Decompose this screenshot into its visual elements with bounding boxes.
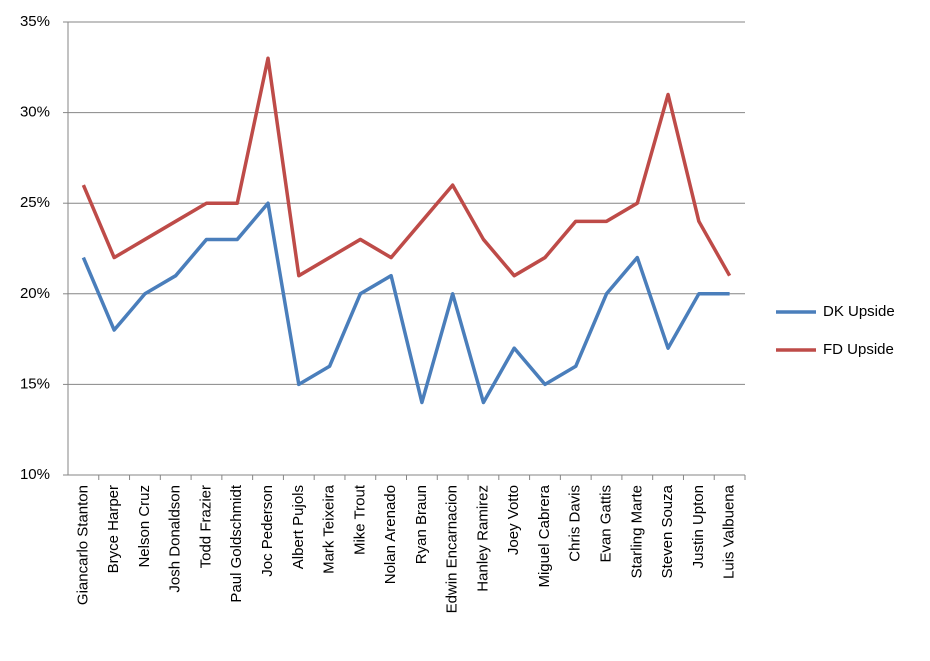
x-tick-label: Nolan Arenado [382,485,399,584]
x-tick-label: Evan Gattis [597,485,614,563]
x-tick-label: Hanley Ramirez [474,485,491,592]
legend-label: FD Upside [823,341,894,358]
x-tick-label: Giancarlo Stanton [74,485,91,605]
x-tick-label: Bryce Harper [105,485,122,573]
x-tick-label: Luis Valbuena [721,484,738,579]
x-tick-label: Albert Pujols [290,485,307,569]
y-tick-label: 30% [20,104,50,121]
y-tick-label: 10% [20,466,50,483]
series-line [81,56,732,278]
x-tick-label: Steven Souza [659,484,676,578]
x-tick-label: Justin Upton [690,485,707,568]
x-tick-label: Edwin Encarnacion [444,485,461,613]
x-tick-label: Mark Teixeira [321,484,338,574]
x-tick-label: Ryan Braun [413,485,430,564]
x-tick-label: Miguel Cabrera [536,484,553,587]
x-tick-label: Josh Donaldson [167,485,184,593]
x-tick-label: Nelson Cruz [136,485,153,568]
y-tick-label: 25% [20,194,50,211]
x-tick-label: Joc Pederson [259,485,276,577]
series-line [81,201,730,405]
x-tick-label: Mike Trout [351,484,368,555]
y-tick-label: 20% [20,285,50,302]
x-tick-label: Todd Frazier [197,485,214,568]
x-tick-label: Chris Davis [567,485,584,562]
y-tick-label: 35% [20,13,50,30]
legend-label: DK Upside [823,303,895,320]
x-tick-label: Joey Votto [505,485,522,555]
x-tick-label: Starling Marte [628,485,645,578]
x-tick-label: Paul Goldschmidt [228,484,245,602]
y-tick-label: 15% [20,375,50,392]
